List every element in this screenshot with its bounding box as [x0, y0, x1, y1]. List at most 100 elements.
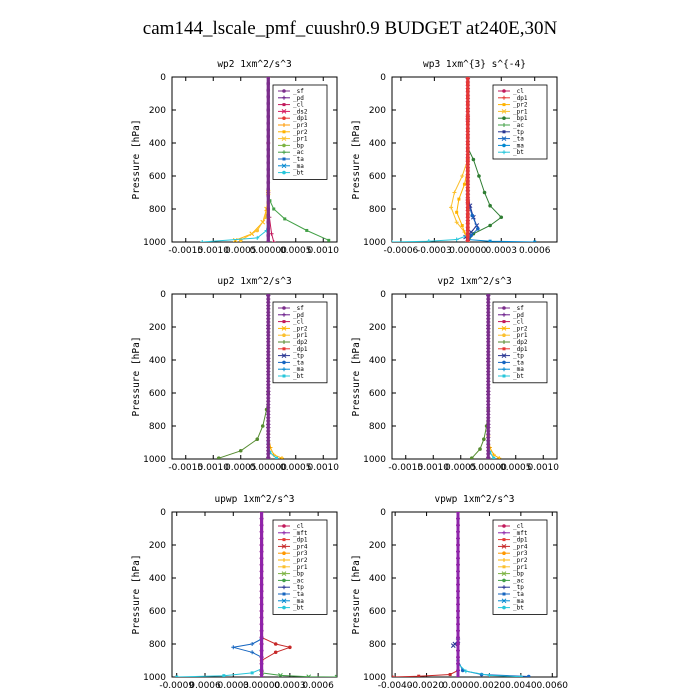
series-marker_sf [266, 108, 270, 112]
legend-marker [502, 565, 506, 569]
legend-marker [282, 170, 286, 175]
series-marker_mft [456, 556, 460, 561]
x-tick-label: -0.0015 [168, 463, 203, 473]
legend-entry: _pr4 [513, 543, 528, 550]
legend-entry: _pr2 [513, 557, 528, 564]
series-line_ta [233, 638, 262, 658]
y-tick-label: 0 [160, 73, 166, 83]
series-marker_sf [485, 351, 491, 356]
panel-title: vpwp 1xm^2/s^3 [434, 494, 514, 505]
y-tick-label: 200 [149, 106, 166, 116]
legend-marker [502, 312, 506, 317]
series-marker_bt [463, 669, 468, 674]
x-tick-label: 0.0005 [280, 463, 312, 473]
legend-entry: _pr2 [513, 325, 528, 332]
legend-entry: _ta [513, 359, 524, 366]
legend-entry: _dp2 [513, 339, 528, 346]
series-marker_mft [259, 549, 264, 554]
legend-marker [502, 143, 506, 148]
legend-marker [282, 347, 286, 351]
series-marker_dp2 [260, 424, 265, 428]
plot-frame [391, 511, 558, 678]
series-marker_sf [266, 227, 270, 231]
series-marker_ta [470, 213, 475, 218]
series-marker_sf [266, 128, 270, 132]
legend-marker [282, 143, 286, 148]
series-marker_dp1 [466, 154, 470, 158]
legend-marker [502, 367, 506, 372]
legend-marker [282, 340, 286, 344]
legend-entry: _cl [293, 102, 304, 109]
y-tick-label: 800 [149, 640, 166, 650]
series-marker_dp2 [238, 448, 243, 453]
series-group [216, 294, 284, 459]
chart-panel-5: upwp 1xm^2/s^3 Pressure [hPa] 0 200 400 600 80… [131, 494, 338, 691]
panel-title: wp3 1xm^{3} s^{-4} [423, 59, 526, 70]
legend-marker [281, 163, 287, 169]
legend-entry: _bt [513, 149, 524, 156]
legend-entry: _ds2 [293, 108, 308, 115]
x-tick-label: -0.0040 [378, 681, 413, 691]
series-marker_pr1 [263, 215, 268, 220]
series-marker_sf [265, 377, 271, 383]
legend-entry: _sf [293, 305, 304, 312]
y-tick-label: 0 [160, 290, 166, 300]
series-marker_sf [485, 324, 491, 330]
series-marker_sf [266, 148, 270, 152]
series-marker_pr1 [449, 205, 454, 210]
legend-entry: _mft [293, 530, 308, 537]
series-line_dp2 [218, 392, 269, 459]
legend-marker [282, 130, 286, 134]
series-marker_dp2 [478, 447, 482, 451]
series-marker_dp1 [466, 77, 470, 79]
series-marker_cl [271, 240, 276, 242]
legend-marker [282, 585, 286, 590]
series-marker_sf [485, 318, 491, 323]
y-tick-label: 0 [160, 508, 166, 518]
series-marker_ac [272, 207, 276, 211]
y-tick-label: 0 [380, 508, 386, 518]
series-marker_bt [200, 240, 205, 242]
legend-marker [501, 326, 507, 331]
series-marker_sf [266, 95, 270, 99]
legend-marker [282, 374, 286, 378]
legend: _cl_dp1_pr2_pr1_bp1_ac_tp_ta_ma_bt [492, 84, 548, 160]
series-marker_sf [485, 410, 491, 416]
series-marker_dp1 [466, 240, 470, 242]
series-marker_sf [485, 417, 491, 422]
series-marker_mft [259, 576, 264, 580]
series-marker_mft [456, 609, 460, 613]
series-marker_bt [250, 671, 254, 675]
y-axis-label: Pressure [hPa] [131, 119, 142, 199]
legend-entry: _bp [293, 142, 304, 149]
legend-entry: _bp [293, 571, 304, 578]
legend: _sf_pd_cl_pr2_pr1_dp2_dp1_tp_ta_ma_bt [492, 301, 548, 384]
legend-marker [282, 360, 286, 365]
legend-entry: _sf [293, 88, 304, 95]
legend-entry: _tp [293, 584, 304, 591]
series-marker_sf [485, 443, 491, 449]
series-marker_bt [392, 240, 394, 242]
series-marker_pr2 [491, 452, 496, 457]
legend-entry: _cl [293, 319, 304, 326]
legend-marker [282, 116, 286, 120]
legend-entry: _pr1 [293, 564, 308, 571]
series-marker_mft [259, 516, 264, 521]
panel-title: wp2 1xm^2/s^3 [217, 59, 291, 70]
series-marker_mft [259, 635, 264, 640]
series-marker_mft [456, 642, 460, 646]
y-axis-label: Pressure [hPa] [351, 336, 362, 416]
series-marker_dp1 [466, 167, 470, 172]
series-marker_sf [266, 167, 270, 171]
series-marker_dp1 [466, 220, 470, 224]
series-marker_sf [266, 181, 270, 185]
y-tick-label: 1000 [143, 238, 166, 248]
x-tick-label: 0.0010 [198, 463, 230, 473]
series-marker_sf [265, 410, 271, 416]
legend-marker [502, 123, 506, 127]
y-tick-label: 1000 [143, 673, 166, 683]
series-marker_pr1 [454, 220, 459, 225]
series-marker_ac [334, 674, 337, 677]
series-marker_bt [488, 450, 492, 454]
legend-entry: _ta [293, 156, 304, 163]
